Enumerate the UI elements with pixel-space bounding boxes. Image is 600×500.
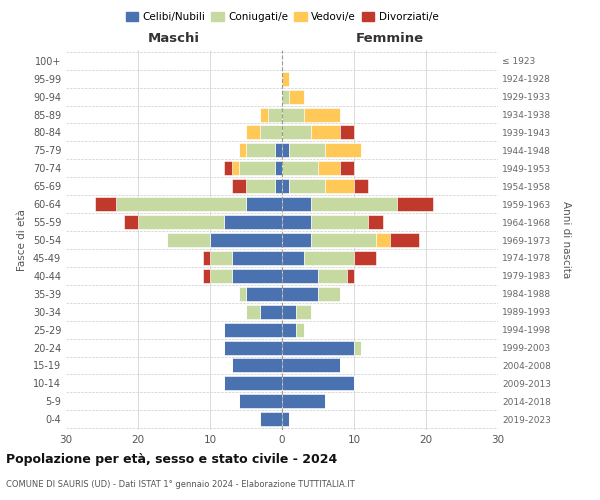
Bar (325, 179, 354, 193)
Bar (95, 197, 116, 211)
Bar (397, 197, 433, 211)
Bar (318, 269, 347, 283)
Bar (210, 251, 232, 265)
Bar (376, 233, 390, 247)
Bar (282, 376, 354, 390)
Bar (203, 251, 210, 265)
Bar (354, 179, 368, 193)
Bar (224, 340, 282, 354)
Bar (296, 304, 311, 318)
Bar (203, 269, 210, 283)
Bar (282, 287, 318, 301)
Bar (340, 162, 354, 175)
Bar (268, 108, 282, 122)
Bar (282, 251, 304, 265)
Bar (260, 108, 268, 122)
Bar (260, 304, 282, 318)
Bar (347, 269, 354, 283)
Bar (224, 162, 232, 175)
Bar (246, 197, 282, 211)
Bar (354, 251, 376, 265)
Bar (282, 394, 325, 408)
Text: Femmine: Femmine (356, 32, 424, 44)
Bar (232, 179, 246, 193)
Bar (210, 233, 282, 247)
Bar (232, 162, 239, 175)
Bar (311, 126, 340, 140)
Bar (275, 162, 282, 175)
Bar (282, 197, 311, 211)
Bar (232, 358, 282, 372)
Bar (282, 90, 289, 104)
Bar (282, 144, 289, 158)
Bar (210, 269, 232, 283)
Bar (282, 304, 296, 318)
Bar (239, 144, 246, 158)
Bar (282, 340, 354, 354)
Bar (246, 287, 282, 301)
Bar (311, 197, 397, 211)
Bar (260, 126, 282, 140)
Bar (232, 269, 282, 283)
Y-axis label: Anni di nascita: Anni di nascita (561, 202, 571, 278)
Bar (124, 215, 138, 229)
Bar (296, 322, 304, 336)
Bar (311, 215, 368, 229)
Text: Maschi: Maschi (148, 32, 200, 44)
Bar (282, 179, 289, 193)
Bar (282, 108, 304, 122)
Legend: Celibi/Nubili, Coniugati/e, Vedovi/e, Divorziati/e: Celibi/Nubili, Coniugati/e, Vedovi/e, Di… (121, 8, 443, 26)
Bar (304, 251, 354, 265)
Bar (289, 179, 325, 193)
Bar (246, 126, 260, 140)
Bar (275, 179, 282, 193)
Bar (246, 179, 275, 193)
Text: Popolazione per età, sesso e stato civile - 2024: Popolazione per età, sesso e stato civil… (6, 452, 337, 466)
Bar (354, 340, 361, 354)
Bar (289, 144, 325, 158)
Bar (289, 90, 304, 104)
Bar (340, 126, 354, 140)
Bar (167, 233, 210, 247)
Bar (282, 322, 296, 336)
Y-axis label: Fasce di età: Fasce di età (17, 209, 27, 271)
Bar (311, 233, 376, 247)
Bar (282, 126, 311, 140)
Bar (282, 233, 311, 247)
Bar (239, 394, 282, 408)
Bar (318, 287, 340, 301)
Bar (138, 215, 224, 229)
Bar (390, 233, 419, 247)
Bar (224, 215, 282, 229)
Bar (275, 144, 282, 158)
Bar (224, 376, 282, 390)
Bar (239, 287, 246, 301)
Bar (239, 162, 275, 175)
Bar (282, 72, 289, 86)
Bar (282, 162, 318, 175)
Text: COMUNE DI SAURIS (UD) - Dati ISTAT 1° gennaio 2024 - Elaborazione TUTTITALIA.IT: COMUNE DI SAURIS (UD) - Dati ISTAT 1° ge… (6, 480, 355, 489)
Bar (260, 412, 282, 426)
Bar (318, 162, 340, 175)
Bar (232, 251, 282, 265)
Bar (325, 144, 361, 158)
Bar (116, 197, 246, 211)
Bar (282, 269, 318, 283)
Bar (282, 358, 340, 372)
Bar (246, 304, 260, 318)
Bar (368, 215, 383, 229)
Bar (304, 108, 340, 122)
Bar (282, 215, 311, 229)
Bar (282, 412, 289, 426)
Bar (246, 144, 275, 158)
Bar (224, 322, 282, 336)
